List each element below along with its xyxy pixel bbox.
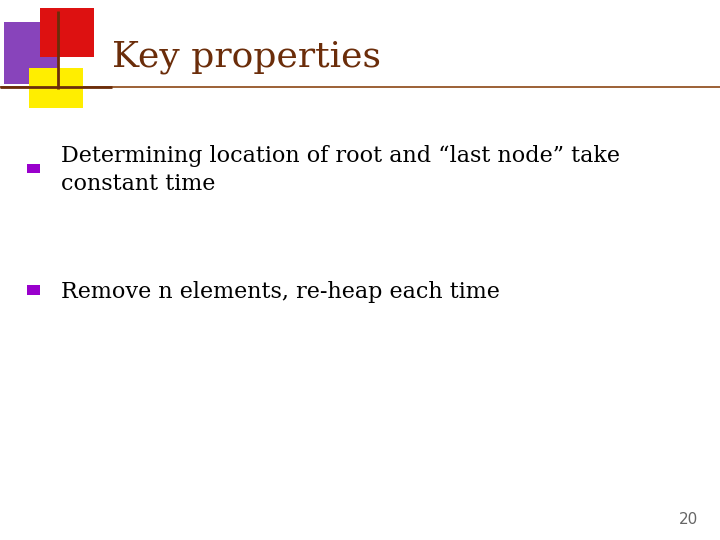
Bar [27, 164, 40, 173]
Bar [29, 68, 83, 108]
Text: Remove n elements, re-heap each time: Remove n elements, re-heap each time [61, 281, 500, 302]
Bar [40, 8, 94, 57]
Text: 20: 20 [679, 511, 698, 526]
Bar [4, 22, 58, 84]
Bar [27, 285, 40, 295]
Text: Determining location of root and “last node” take
constant time: Determining location of root and “last n… [61, 145, 620, 195]
Text: Key properties: Key properties [112, 40, 381, 73]
